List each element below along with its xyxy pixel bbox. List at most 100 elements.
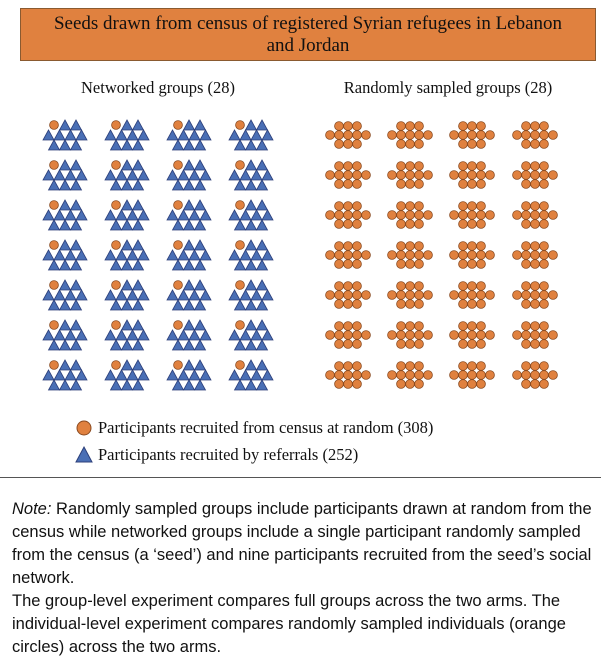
participant-circle bbox=[49, 120, 59, 130]
legend-text: Participants recruited from census at ra… bbox=[98, 418, 434, 437]
participant-circle bbox=[476, 139, 486, 149]
participant-triangle bbox=[182, 379, 196, 391]
participant-circle bbox=[476, 130, 486, 140]
participant-triangle bbox=[193, 319, 207, 331]
participant-circle bbox=[521, 299, 531, 309]
participant-triangle bbox=[53, 329, 66, 341]
participant-triangle bbox=[120, 339, 134, 351]
participant-triangle bbox=[53, 369, 66, 381]
participant-circle bbox=[343, 290, 353, 300]
participant-circle bbox=[521, 161, 531, 171]
participant-triangle bbox=[58, 239, 72, 251]
participant-circle bbox=[476, 370, 486, 380]
participant-triangle bbox=[131, 359, 145, 371]
participant-triangle bbox=[199, 329, 212, 341]
participant-triangle bbox=[42, 209, 55, 221]
participant-circle bbox=[521, 321, 531, 331]
participant-circle bbox=[235, 280, 245, 290]
participant-triangle bbox=[255, 119, 269, 131]
participant-circle bbox=[521, 121, 531, 131]
participant-circle bbox=[361, 330, 371, 340]
participant-triangle bbox=[115, 329, 128, 341]
participant-circle bbox=[343, 370, 353, 380]
participant-triangle bbox=[75, 209, 88, 221]
participant-circle bbox=[467, 179, 477, 189]
participant-circle bbox=[548, 170, 558, 180]
participant-triangle bbox=[188, 369, 201, 381]
participant-circle bbox=[325, 370, 335, 380]
participant-triangle bbox=[250, 369, 263, 381]
participant-triangle bbox=[261, 289, 274, 301]
participant-circle bbox=[485, 290, 495, 300]
participant-triangle bbox=[182, 299, 196, 311]
participant-circle bbox=[352, 179, 362, 189]
participant-circle bbox=[361, 250, 371, 260]
participant-triangle bbox=[255, 159, 269, 171]
participant-circle bbox=[467, 130, 477, 140]
participant-triangle bbox=[53, 249, 66, 261]
participant-triangle bbox=[104, 169, 117, 181]
participant-triangle bbox=[109, 379, 123, 391]
participant-circle bbox=[467, 161, 477, 171]
participant-circle bbox=[467, 121, 477, 131]
participant-circle bbox=[414, 219, 424, 229]
participant-circle bbox=[352, 201, 362, 211]
participant-circle bbox=[352, 139, 362, 149]
participant-triangle bbox=[244, 259, 258, 271]
participant-circle bbox=[512, 330, 522, 340]
participant-circle bbox=[467, 290, 477, 300]
participant-circle bbox=[548, 370, 558, 380]
participant-circle bbox=[458, 259, 468, 269]
participant-circle bbox=[476, 361, 486, 371]
participant-triangle bbox=[255, 259, 269, 271]
participant-triangle bbox=[171, 219, 185, 231]
participant-triangle bbox=[109, 339, 123, 351]
participant-triangle bbox=[193, 199, 207, 211]
participant-triangle bbox=[188, 129, 201, 141]
participant-circle bbox=[405, 250, 415, 260]
participant-circle bbox=[512, 170, 522, 180]
participant-triangle bbox=[261, 169, 274, 181]
participant-triangle bbox=[171, 379, 185, 391]
participant-triangle bbox=[47, 139, 61, 151]
participant-circle bbox=[352, 361, 362, 371]
participant-circle bbox=[458, 339, 468, 349]
participant-triangle bbox=[120, 239, 134, 251]
header-title: Seeds drawn from census of registered Sy… bbox=[20, 8, 596, 61]
participant-triangle bbox=[131, 199, 145, 211]
participant-circle bbox=[530, 179, 540, 189]
participant-circle bbox=[352, 290, 362, 300]
participant-circle bbox=[458, 361, 468, 371]
participant-triangle bbox=[126, 369, 139, 381]
participant-circle bbox=[539, 370, 549, 380]
participant-circle bbox=[334, 210, 344, 220]
participant-triangle bbox=[250, 329, 263, 341]
divider bbox=[0, 477, 601, 478]
participant-circle bbox=[539, 361, 549, 371]
participant-circle bbox=[476, 259, 486, 269]
participant-circle bbox=[539, 161, 549, 171]
participant-triangle bbox=[193, 159, 207, 171]
participant-triangle bbox=[131, 339, 145, 351]
participant-circle bbox=[343, 339, 353, 349]
participant-triangle bbox=[131, 259, 145, 271]
participant-triangle bbox=[131, 219, 145, 231]
participant-circle bbox=[405, 241, 415, 251]
participant-circle bbox=[458, 130, 468, 140]
participant-circle bbox=[539, 130, 549, 140]
participant-triangle bbox=[120, 379, 134, 391]
participant-triangle bbox=[137, 249, 150, 261]
participant-triangle bbox=[177, 289, 190, 301]
participant-circle bbox=[414, 121, 424, 131]
participant-triangle bbox=[69, 199, 83, 211]
participant-triangle bbox=[115, 209, 128, 221]
participant-triangle bbox=[64, 249, 77, 261]
participant-circle bbox=[485, 210, 495, 220]
participant-circle bbox=[334, 330, 344, 340]
participant-triangle bbox=[233, 299, 247, 311]
note-text: Randomly sampled groups include particip… bbox=[12, 500, 592, 587]
participant-circle bbox=[405, 379, 415, 389]
participant-circle bbox=[334, 179, 344, 189]
participant-circle bbox=[396, 370, 406, 380]
participant-circle bbox=[405, 299, 415, 309]
